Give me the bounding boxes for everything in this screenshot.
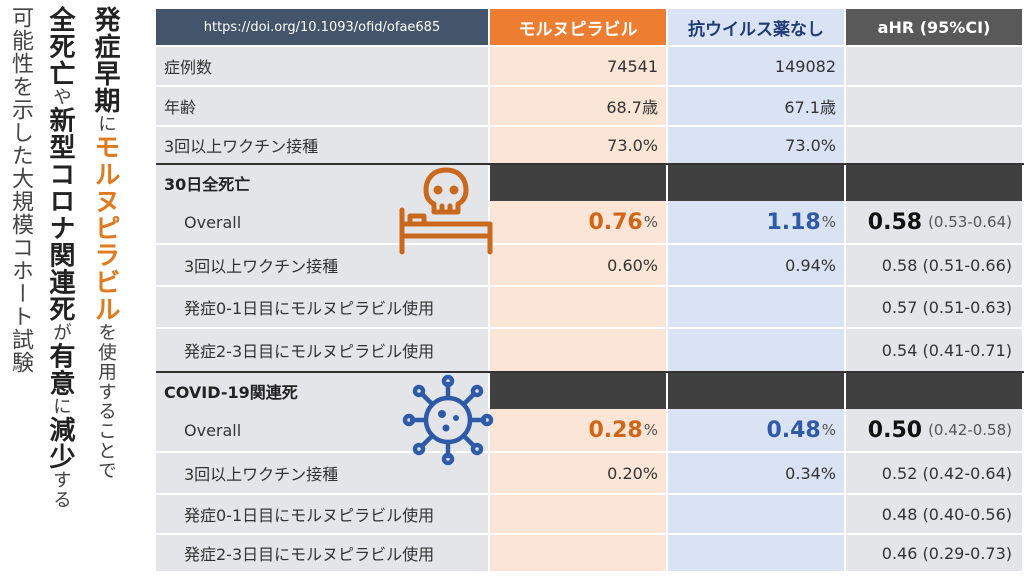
headline-segment: 新型コロナ関連死 (45, 106, 75, 323)
percent-unit: % (643, 421, 658, 439)
cell-value (490, 329, 666, 371)
row-label: Overall (156, 409, 488, 451)
row-label: 症例数 (156, 47, 488, 85)
section-fill (846, 165, 1022, 201)
cell-value: 149082 (668, 47, 844, 85)
headline-line-1: 発症早期にモルヌピラビルを使用することで (90, 6, 120, 480)
section-fill (846, 373, 1022, 409)
table-row: 発症0-1日目にモルヌピラビル使用 0.48 (0.40-0.56) (156, 495, 1024, 533)
row-label: 年齢 (156, 87, 488, 125)
overall-death-no-antiviral: 1.18 (766, 209, 821, 235)
headline-segment: 全死亡 (45, 6, 75, 87)
table-row: 3回以上ワクチン接種 0.60% 0.94% 0.58 (0.51-0.66) (156, 245, 1024, 285)
percent-unit: % (643, 213, 658, 231)
overall-covid-no-antiviral: 0.48 (766, 417, 821, 443)
row-label: 3回以上ワクチン接種 (156, 453, 488, 493)
headline-segment: 有意 (45, 342, 75, 397)
overall-death-molnupiravir: 0.76 (588, 209, 643, 235)
cell-value: 0.58 (0.53-0.64) (846, 201, 1022, 243)
cell-value: 67.1歳 (668, 87, 844, 125)
percent-unit: % (821, 213, 836, 231)
section-fill (490, 373, 666, 409)
headline-line-3: 可能性を示した大規模コホート試験 (8, 6, 33, 374)
cell-value: 0.94% (668, 245, 844, 285)
table-row: 発症0-1日目にモルヌピラビル使用 0.57 (0.51-0.63) (156, 287, 1024, 327)
headline-line-2: 全死亡や新型コロナ関連死が有意に減少する (45, 6, 75, 510)
cell-value (668, 495, 844, 533)
table-row: 症例数 74541 149082 (156, 47, 1024, 85)
headline-segment: が (50, 322, 71, 343)
cell-value: 0.20% (490, 453, 666, 493)
headline-segment: に (95, 114, 116, 134)
cell-value (668, 329, 844, 371)
cell-value: 0.52 (0.42-0.64) (846, 453, 1022, 493)
percent-unit: % (821, 421, 836, 439)
results-table: https://doi.org/10.1093/ofid/ofae685 モルヌ… (156, 9, 1024, 571)
row-label: 発症0-1日目にモルヌピラビル使用 (156, 495, 488, 533)
table-row: 年齢 68.7歳 67.1歳 (156, 87, 1024, 125)
row-label: 発症2-3日目にモルヌピラビル使用 (156, 535, 488, 571)
cell-value: 0.46 (0.29-0.73) (846, 535, 1022, 571)
cell-value: 0.57 (0.51-0.63) (846, 287, 1022, 327)
overall-covid-ci: (0.42-0.58) (928, 421, 1012, 439)
cell-value (846, 127, 1022, 163)
overall-covid-ahr: 0.50 (867, 417, 923, 443)
row-label: 発症2-3日目にモルヌピラビル使用 (156, 329, 488, 371)
table-header: https://doi.org/10.1093/ofid/ofae685 モルヌ… (156, 9, 1024, 45)
headline-segment: や (50, 87, 71, 107)
cell-value (846, 87, 1022, 125)
cell-value: 68.7歳 (490, 87, 666, 125)
cell-value (668, 535, 844, 571)
headline-segment: 減少 (45, 416, 75, 471)
cell-value (490, 287, 666, 327)
cell-value: 0.76% (490, 201, 666, 243)
cell-value (846, 47, 1022, 85)
overall-death-ahr: 0.58 (867, 209, 923, 235)
cell-value: 0.50 (0.42-0.58) (846, 409, 1022, 451)
headline-segment: を使用することで (95, 322, 116, 481)
row-label: 3回以上ワクチン接種 (156, 127, 488, 163)
cell-value (490, 495, 666, 533)
cell-value: 0.34% (668, 453, 844, 493)
table-row: 発症2-3日目にモルヌピラビル使用 0.46 (0.29-0.73) (156, 535, 1024, 571)
virus-icon (402, 374, 494, 466)
cell-value: 73.0% (668, 127, 844, 163)
doi-link[interactable]: https://doi.org/10.1093/ofid/ofae685 (156, 9, 488, 45)
section-fill (490, 165, 666, 201)
headline-segment: する (50, 470, 71, 510)
table-row: 3回以上ワクチン接種 0.20% 0.34% 0.52 (0.42-0.64) (156, 453, 1024, 493)
overall-covid-molnupiravir: 0.28 (588, 417, 643, 443)
section-header-all-cause-death: 30日全死亡 (156, 163, 1024, 201)
section-fill (668, 373, 844, 409)
cell-value: 0.54 (0.41-0.71) (846, 329, 1022, 371)
headline-segment: モルヌピラビル (90, 133, 120, 323)
cell-value: 0.28% (490, 409, 666, 451)
section-fill (668, 165, 844, 201)
cell-value (668, 287, 844, 327)
table-row: 発症2-3日目にモルヌピラビル使用 0.54 (0.41-0.71) (156, 329, 1024, 371)
cell-value: 0.58 (0.51-0.66) (846, 245, 1022, 285)
cell-value (490, 535, 666, 571)
table-row: Overall 0.28% 0.48% 0.50 (0.42-0.58) (156, 409, 1024, 451)
table-row: Overall 0.76% 1.18% 0.58 (0.53-0.64) (156, 201, 1024, 243)
cell-value: 0.48 (0.40-0.56) (846, 495, 1022, 533)
table-row: 3回以上ワクチン接種 73.0% 73.0% (156, 127, 1024, 163)
row-label: 3回以上ワクチン接種 (156, 245, 488, 285)
cell-value: 0.60% (490, 245, 666, 285)
skull-bed-icon (399, 167, 493, 255)
section-title: 30日全死亡 (156, 165, 488, 201)
cell-value: 1.18% (668, 201, 844, 243)
headline-segment: 発症早期 (90, 6, 120, 114)
row-label: 発症0-1日目にモルヌピラビル使用 (156, 287, 488, 327)
header-ahr: aHR (95%CI) (846, 9, 1022, 45)
header-no-antiviral: 抗ウイルス薬なし (668, 9, 844, 45)
overall-death-ci: (0.53-0.64) (928, 213, 1012, 231)
cell-value: 74541 (490, 47, 666, 85)
cell-value: 73.0% (490, 127, 666, 163)
cell-value: 0.48% (668, 409, 844, 451)
header-molnupiravir: モルヌピラビル (490, 9, 666, 45)
section-header-covid-death: COVID-19関連死 (156, 371, 1024, 409)
headline-segment: に (50, 396, 71, 417)
